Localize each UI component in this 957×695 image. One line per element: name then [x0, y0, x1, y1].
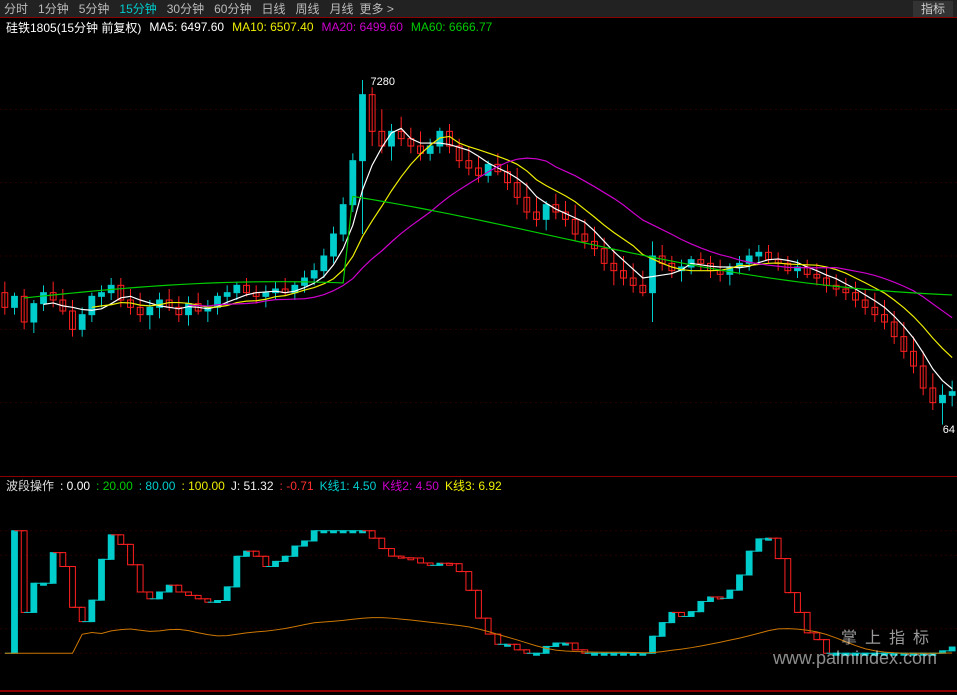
timeframe-bar: 分时 1分钟 5分钟 15分钟 30分钟 60分钟日线周线月线 更多 > 指标 — [0, 0, 957, 18]
ma10-label: MA10: 6507.40 — [232, 20, 313, 34]
timeframe-tab-6[interactable]: 日线 — [261, 0, 285, 17]
sub-k1: K线1: 4.50 — [320, 477, 377, 494]
timeframe-tab-8[interactable]: 月线 — [330, 0, 354, 17]
timeframe-tab-7[interactable]: 周线 — [295, 0, 319, 17]
symbol-label: 硅铁1805(15分钟 前复权) — [6, 19, 141, 36]
bottom-border — [0, 690, 957, 692]
sub-title: 波段操作 — [6, 477, 54, 494]
timeframe-tab-5[interactable]: 60分钟 — [214, 0, 251, 17]
sub-v3: : 100.00 — [181, 479, 224, 493]
sub-info-line: 波段操作 : 0.00 : 20.00 : 80.00 : 100.00 J: … — [0, 476, 957, 494]
main-candlestick-chart[interactable]: 7280 64 — [0, 36, 957, 476]
sub-vk: : -0.71 — [280, 479, 314, 493]
timeframe-tab-4[interactable]: 30分钟 — [167, 0, 204, 17]
sub-v2: : 80.00 — [139, 479, 176, 493]
sub-vj: J: 51.32 — [231, 479, 274, 493]
sub-k3: K线3: 6.92 — [445, 477, 502, 494]
timeframe-tab-2[interactable]: 5分钟 — [79, 0, 110, 17]
ma20-label: MA20: 6499.60 — [322, 20, 403, 34]
ma60-label: MA60: 6666.77 — [411, 20, 492, 34]
sub-v1: : 20.00 — [96, 479, 133, 493]
sub-k2: K线2: 4.50 — [382, 477, 439, 494]
ma5-label: MA5: 6497.60 — [149, 20, 224, 34]
sub-v0: : 0.00 — [60, 479, 90, 493]
timeframe-tab-0[interactable]: 分时 — [4, 0, 28, 17]
indicator-button[interactable]: 指标 — [913, 1, 953, 17]
main-info-line: 硅铁1805(15分钟 前复权) MA5: 6497.60 MA10: 6507… — [0, 18, 957, 36]
timeframe-tab-3[interactable]: 15分钟 — [119, 0, 156, 17]
timeframe-tab-1[interactable]: 1分钟 — [38, 0, 69, 17]
timeframe-tabs: 分时 1分钟 5分钟 15分钟 30分钟 60分钟日线周线月线 — [4, 0, 354, 17]
timeframe-more[interactable]: 更多 > — [360, 0, 394, 17]
sub-indicator-chart[interactable] — [0, 494, 957, 690]
